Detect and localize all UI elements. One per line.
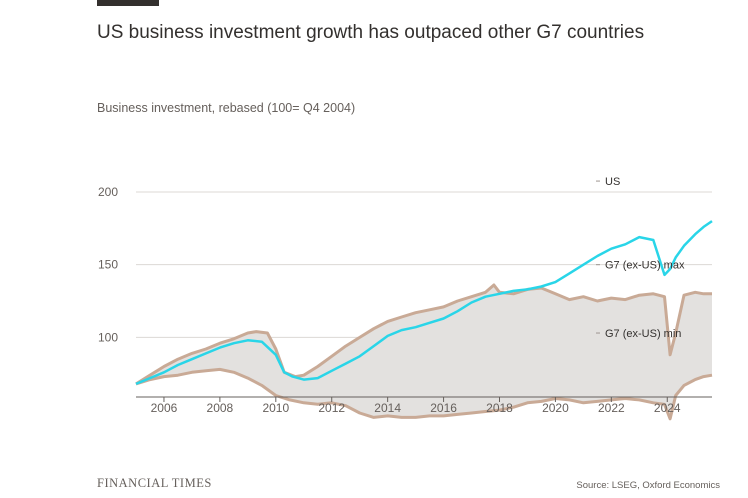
us-label: US (605, 176, 620, 188)
x-tick-label: 2022 (598, 401, 625, 415)
us-line (135, 220, 713, 386)
y-tick-label: 100 (98, 330, 118, 344)
y-tick-label: 200 (98, 185, 118, 199)
source-note: Source: LSEG, Oxford Economics (576, 480, 720, 491)
g7-min-label: G7 (ex-US) min (605, 328, 681, 340)
g7-max-label: G7 (ex-US) max (605, 260, 685, 272)
ft-brand: FINANCIAL TIMES (97, 476, 212, 490)
x-tick-label: 2018 (486, 401, 513, 415)
x-tick-label: 2020 (542, 401, 569, 415)
x-tick-label: 2010 (262, 401, 289, 415)
x-tick-label: 2016 (430, 401, 457, 415)
x-tick-label: 2008 (207, 401, 234, 415)
g7-max-line (135, 283, 712, 386)
chart-title: US business investment growth has outpac… (97, 22, 645, 43)
x-tick-label: 2024 (654, 401, 681, 415)
x-tick-label: 2012 (318, 401, 345, 415)
chart-subtitle: Business investment, rebased (100= Q4 20… (97, 101, 356, 115)
y-tick-label: 150 (98, 258, 118, 272)
g7-min-line (135, 367, 713, 421)
x-tick-label: 2006 (151, 401, 178, 415)
x-tick-label: 2014 (374, 401, 401, 415)
g7-range-band (136, 285, 712, 419)
ft-top-bar (97, 0, 159, 6)
